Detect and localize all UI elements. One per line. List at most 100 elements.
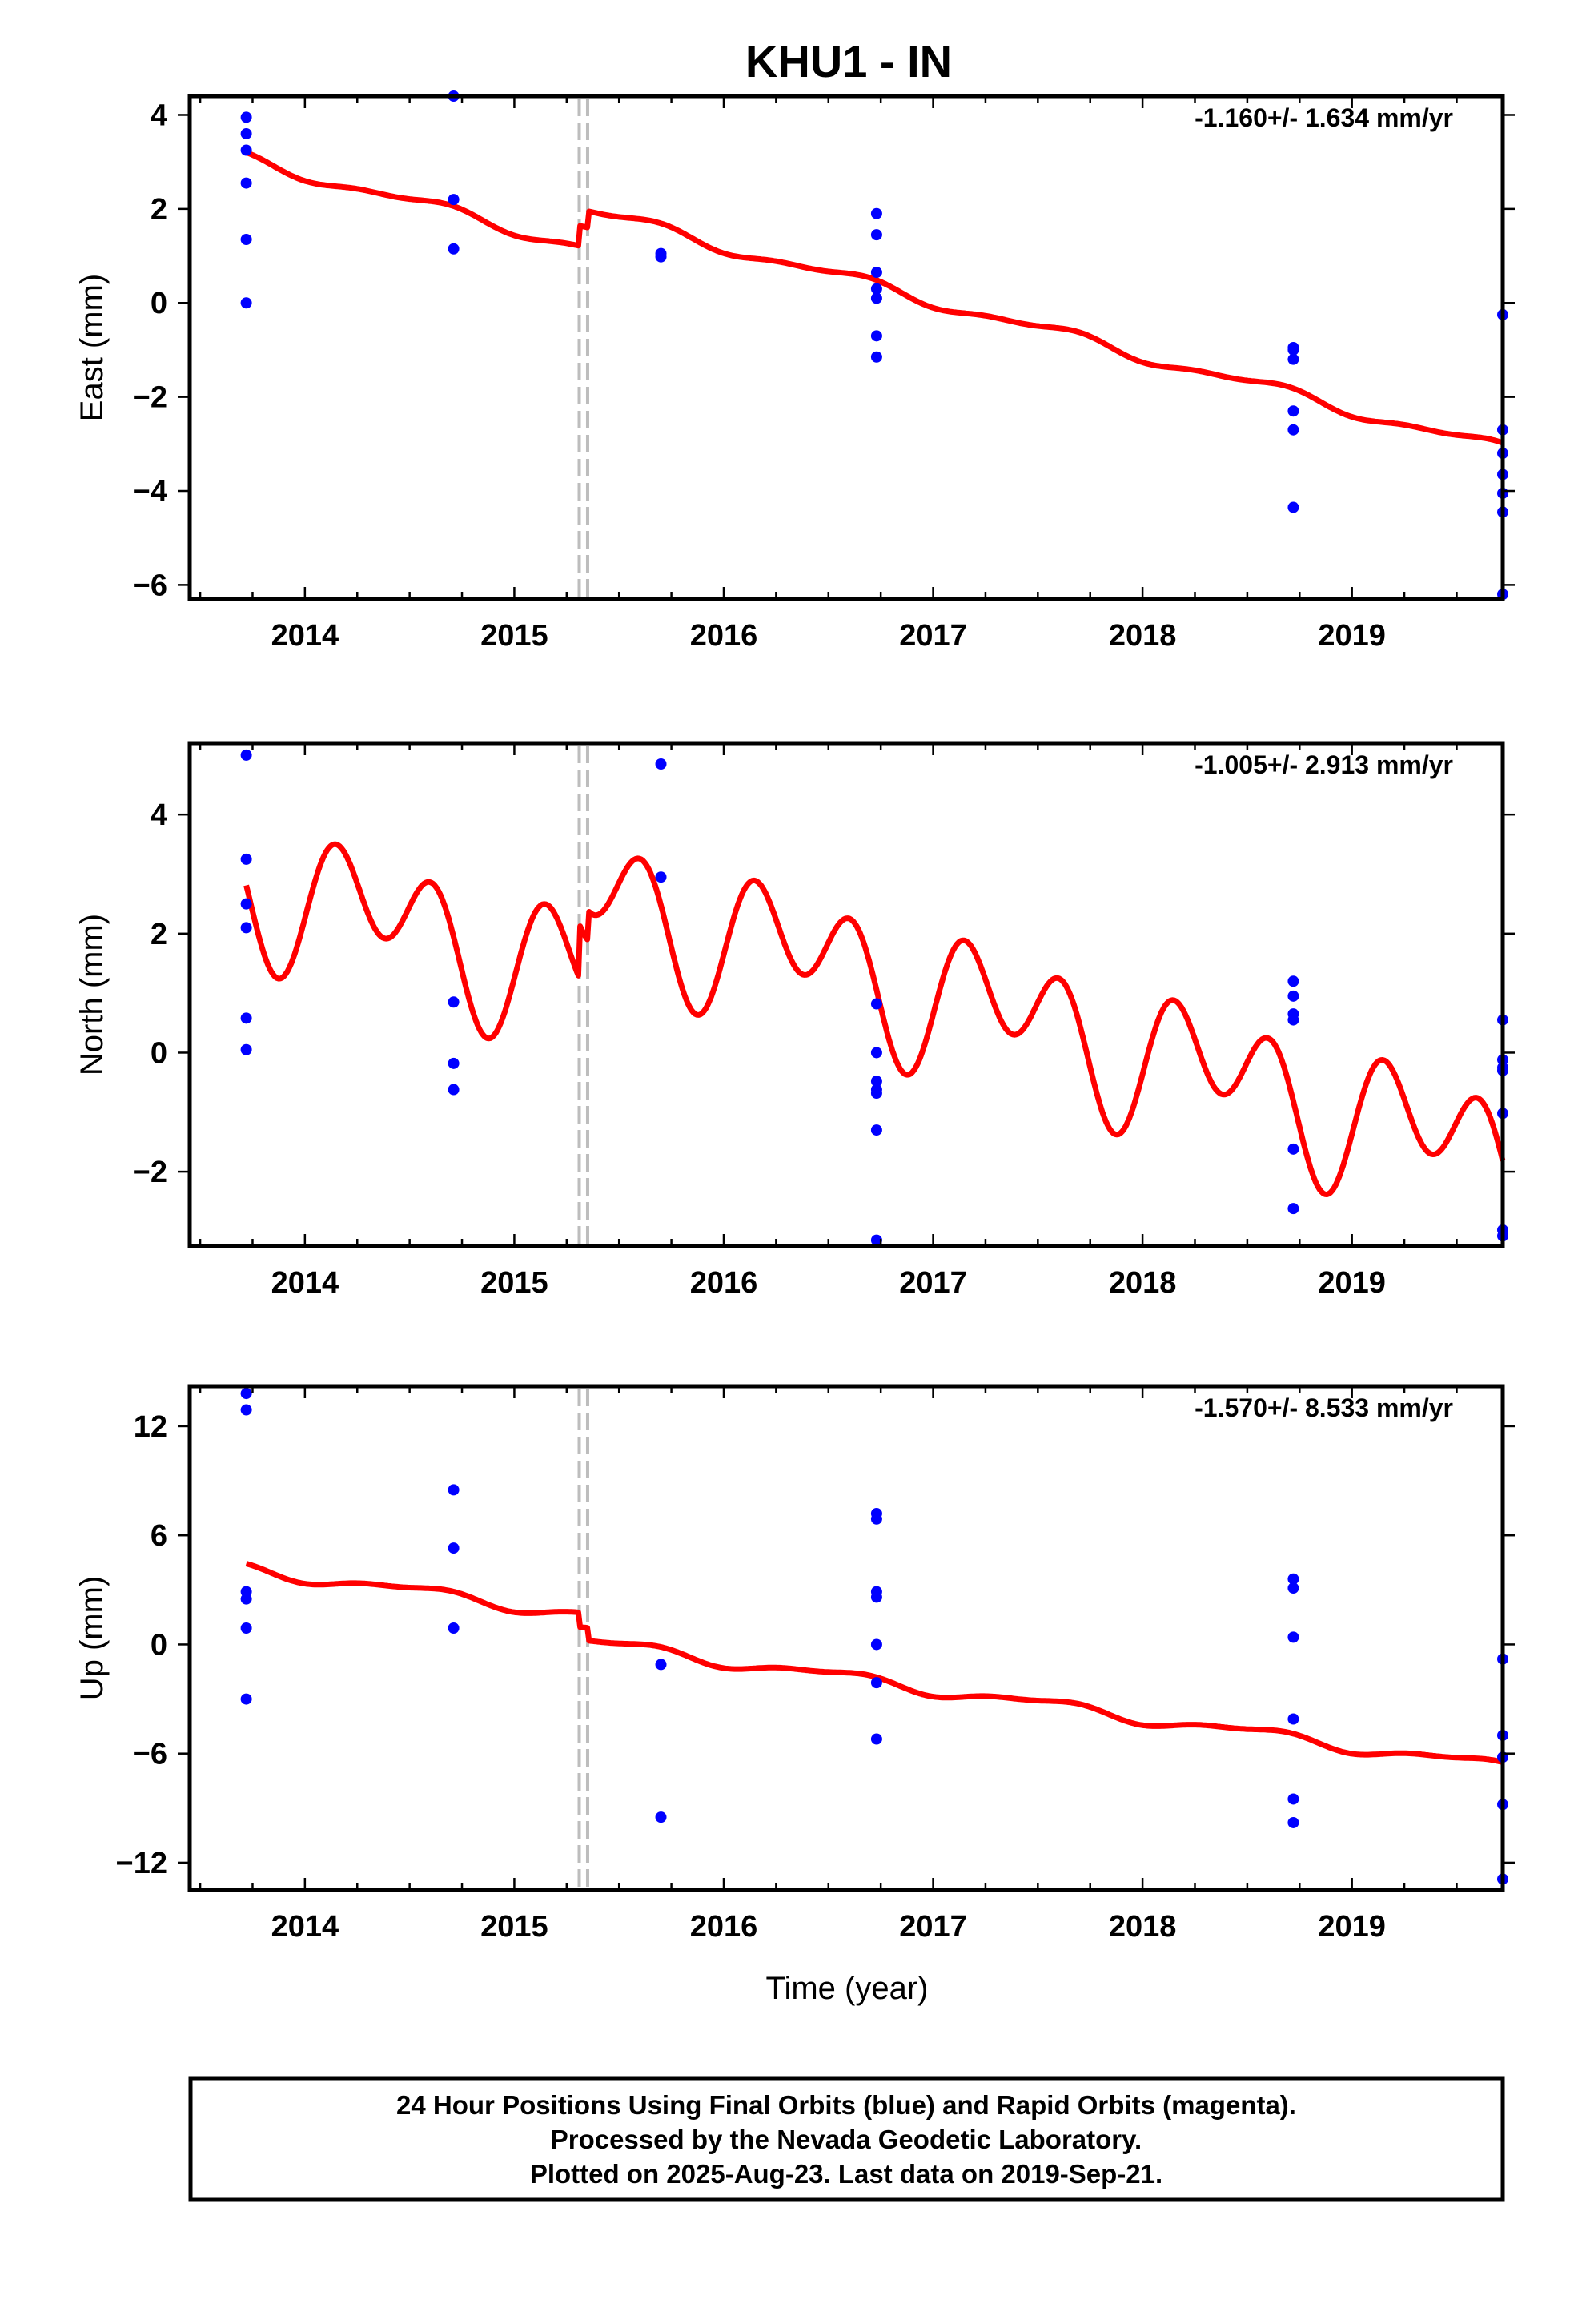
north-data-point [240,1043,252,1055]
east-data-point [1287,353,1299,365]
x-axis-title: Time (year) [766,1971,929,2006]
north-data-point [655,871,667,883]
up-y-tick-label: −12 [116,1847,167,1880]
north-x-tick-label: 2015 [480,1266,548,1300]
east-data-point [870,207,882,219]
east-data-point [240,297,252,309]
up-plot-frame [187,1384,1505,1892]
up-data-point [240,1404,252,1416]
north-data-point [655,758,667,770]
footer-line-2: Processed by the Nevada Geodetic Laborat… [551,2125,1142,2154]
up-data-point [448,1542,460,1554]
north-data-point [870,998,882,1010]
east-data-point [240,111,252,123]
footer-box: 24 Hour Positions Using Final Orbits (bl… [188,2076,1505,2202]
up-data-point [1287,1582,1299,1594]
north-data-point [870,1087,882,1099]
north-panel: 2014 2015 2016 2017 2018 2019 4 2 0 −2 North (mm) -… [74,741,1515,1300]
up-x-tick-label: 2015 [480,1910,548,1944]
east-data-point [870,330,882,342]
east-data-point [1287,501,1299,513]
north-y-tick-label: 4 [151,798,167,832]
up-y-tick-label: 12 [134,1410,167,1444]
up-data-point [448,1622,460,1634]
east-data-point [240,234,252,246]
east-data-point [240,144,252,156]
north-y-tick-label: −2 [133,1156,167,1189]
up-data-point [870,1677,882,1689]
north-plot-frame [187,741,1505,1248]
east-x-tick-label: 2014 [271,619,339,653]
north-data-point [240,853,252,865]
east-x-tick-label: 2017 [899,619,967,653]
east-y-tick-label: −6 [133,569,167,602]
north-data-point [1287,1014,1299,1026]
north-data-point [240,898,252,910]
north-data-point [870,1234,882,1246]
east-panel: 2014 2015 2016 2017 2018 2019 4 2 0 −2 −4 −6 East (m… [74,90,1515,653]
north-data-point [240,749,252,761]
up-x-tick-label: 2018 [1109,1910,1177,1944]
north-y-tick-label: 0 [151,1036,167,1070]
north-x-tick-label: 2014 [271,1266,339,1300]
east-data-point [870,283,882,295]
up-data-point [1287,1631,1299,1643]
up-data-point [870,1733,882,1745]
east-data-point [240,127,252,139]
east-y-tick-label: 0 [151,287,167,320]
footer-line-3: Plotted on 2025-Aug-23. Last data on 201… [530,2159,1162,2189]
up-data-point [870,1513,882,1525]
east-model-line [245,149,1504,446]
north-x-tick-label: 2018 [1109,1266,1177,1300]
up-x-tick-label: 2019 [1318,1910,1386,1944]
north-data-point [1287,990,1299,1002]
east-data-point [1287,344,1299,356]
north-data-point [1287,975,1299,987]
north-model-line [243,841,1506,1197]
up-panel: 2014 2015 2016 2017 2018 2019 12 6 0 −6 −12 Up (mm)… [74,1384,1515,1944]
east-data-point [1287,405,1299,417]
east-rate-label: -1.160+/- 1.634 mm/yr [1195,103,1453,132]
up-data-point [240,1622,252,1634]
east-y-tick-label: −2 [133,381,167,415]
east-y-tick-label: −4 [133,475,167,509]
east-data-point [240,177,252,189]
up-x-tick-label: 2014 [271,1910,339,1944]
east-data-point [448,194,460,206]
up-x-tick-label: 2017 [899,1910,967,1944]
up-data-point [1287,1816,1299,1828]
east-data-point [870,267,882,279]
east-y-tick-label: 4 [151,99,167,132]
north-data-point [1287,1203,1299,1215]
north-data-point [448,1084,460,1096]
east-plot-frame [187,94,1505,601]
north-y-axis-title: North (mm) [74,914,110,1076]
east-data-point [1287,424,1299,436]
up-data-point [655,1659,667,1671]
up-data-point [240,1693,252,1705]
up-rate-label: -1.570+/- 8.533 mm/yr [1195,1393,1453,1422]
east-x-tick-label: 2015 [480,619,548,653]
east-data-point [870,351,882,363]
east-data-point [448,243,460,255]
up-data-point [1287,1793,1299,1805]
east-data-point [655,251,667,263]
north-x-tick-label: 2017 [899,1266,967,1300]
north-data-point [870,1124,882,1136]
east-data-point [870,229,882,241]
footer-line-1: 24 Hour Positions Using Final Orbits (bl… [396,2090,1296,2120]
up-data-point [1287,1713,1299,1725]
north-data-point [870,1047,882,1059]
north-data-point [448,996,460,1008]
north-x-tick-label: 2019 [1318,1266,1386,1300]
north-rate-label: -1.005+/- 2.913 mm/yr [1195,750,1453,779]
north-data-point [240,922,252,934]
up-data-point [1287,1573,1299,1585]
up-y-tick-label: 0 [151,1628,167,1662]
up-data-point [870,1638,882,1651]
up-y-tick-label: 6 [151,1519,167,1553]
chart-title: KHU1 - IN [745,36,952,86]
up-data-point [870,1591,882,1603]
east-data-point [870,292,882,304]
